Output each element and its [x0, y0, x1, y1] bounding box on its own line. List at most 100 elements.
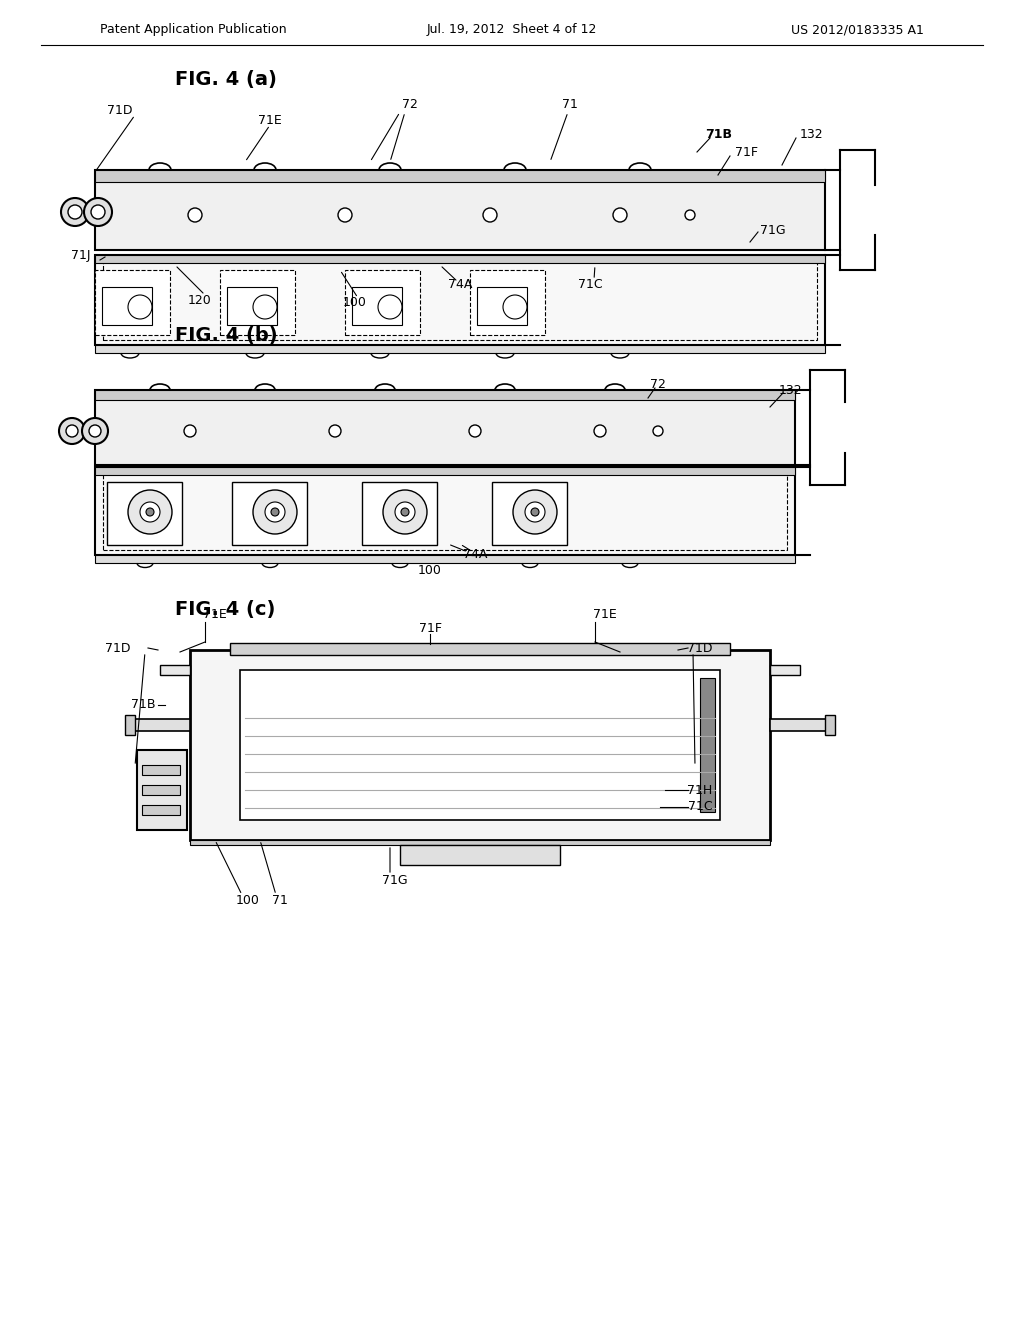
Circle shape	[128, 490, 172, 535]
Bar	[106, 482, 182, 545]
Text: 71C: 71C	[578, 279, 602, 292]
Circle shape	[146, 508, 154, 516]
Bar	[130, 719, 190, 731]
Text: 132: 132	[778, 384, 802, 396]
Bar	[770, 665, 800, 675]
Circle shape	[61, 198, 89, 226]
Bar	[142, 805, 180, 814]
Text: 71E: 71E	[258, 114, 282, 127]
Bar	[770, 719, 830, 731]
Circle shape	[91, 205, 105, 219]
Text: 71E: 71E	[203, 609, 227, 622]
Circle shape	[469, 425, 481, 437]
Circle shape	[271, 508, 279, 516]
Bar	[95, 467, 795, 475]
Bar	[352, 286, 402, 325]
Bar	[240, 671, 720, 820]
Circle shape	[503, 294, 527, 319]
Bar	[227, 286, 278, 325]
Circle shape	[525, 502, 545, 521]
Text: 71J: 71J	[71, 248, 90, 261]
Bar	[95, 170, 825, 182]
Text: 71D: 71D	[108, 103, 133, 116]
Text: Patent Application Publication: Patent Application Publication	[100, 24, 287, 37]
Bar	[95, 389, 795, 465]
Circle shape	[531, 508, 539, 516]
Bar	[477, 286, 527, 325]
Circle shape	[82, 418, 108, 444]
Bar	[95, 255, 825, 345]
Bar	[230, 643, 730, 655]
Bar	[142, 785, 180, 795]
Text: 74A: 74A	[447, 279, 472, 292]
Bar	[103, 473, 787, 550]
Circle shape	[685, 210, 695, 220]
Text: Jul. 19, 2012  Sheet 4 of 12: Jul. 19, 2012 Sheet 4 of 12	[427, 24, 597, 37]
Bar	[95, 345, 825, 352]
Circle shape	[265, 502, 285, 521]
Circle shape	[68, 205, 82, 219]
Circle shape	[329, 425, 341, 437]
Circle shape	[128, 294, 152, 319]
Circle shape	[395, 502, 415, 521]
Circle shape	[383, 490, 427, 535]
Bar	[345, 271, 420, 335]
Bar	[102, 286, 152, 325]
Bar	[400, 845, 560, 865]
Text: 71C: 71C	[688, 800, 713, 813]
Bar	[95, 554, 795, 564]
Circle shape	[513, 490, 557, 535]
Circle shape	[89, 425, 101, 437]
Text: FIG. 4 (c): FIG. 4 (c)	[175, 601, 275, 619]
Circle shape	[140, 502, 160, 521]
Circle shape	[253, 294, 278, 319]
Bar	[825, 715, 835, 735]
Bar	[103, 260, 817, 341]
Bar	[95, 271, 170, 335]
Text: FIG. 4 (b): FIG. 4 (b)	[175, 326, 278, 345]
Text: 71D: 71D	[687, 642, 713, 655]
Circle shape	[253, 490, 297, 535]
Text: 100: 100	[418, 564, 442, 577]
Text: 71B: 71B	[131, 698, 156, 711]
Text: 100: 100	[237, 894, 260, 907]
Bar	[190, 840, 770, 845]
Circle shape	[483, 209, 497, 222]
Bar	[492, 482, 567, 545]
Circle shape	[378, 294, 402, 319]
Circle shape	[653, 426, 663, 436]
Bar	[220, 271, 295, 335]
Text: FIG. 4 (a): FIG. 4 (a)	[175, 70, 276, 90]
Text: 72: 72	[650, 379, 666, 392]
Circle shape	[401, 508, 409, 516]
Bar	[142, 766, 180, 775]
Circle shape	[594, 425, 606, 437]
Text: 71D: 71D	[105, 642, 131, 655]
Circle shape	[84, 198, 112, 226]
Text: 71F: 71F	[735, 147, 758, 160]
Circle shape	[188, 209, 202, 222]
Bar	[137, 750, 187, 830]
Text: 71: 71	[562, 99, 578, 111]
Text: 132: 132	[800, 128, 823, 141]
Circle shape	[59, 418, 85, 444]
Bar	[160, 665, 190, 675]
Circle shape	[613, 209, 627, 222]
Text: 71F: 71F	[419, 622, 441, 635]
Text: 72: 72	[402, 99, 418, 111]
Circle shape	[184, 425, 196, 437]
Bar	[470, 271, 545, 335]
Bar	[190, 649, 770, 840]
Text: 120: 120	[188, 293, 212, 306]
Bar	[95, 467, 795, 554]
Text: 71: 71	[272, 894, 288, 907]
Bar	[232, 482, 307, 545]
Bar	[95, 255, 825, 263]
Bar	[95, 389, 795, 400]
Text: 74A: 74A	[463, 549, 487, 561]
Bar	[125, 715, 135, 735]
Text: 71E: 71E	[593, 609, 616, 622]
Text: 100: 100	[343, 296, 367, 309]
Circle shape	[66, 425, 78, 437]
Bar	[362, 482, 437, 545]
